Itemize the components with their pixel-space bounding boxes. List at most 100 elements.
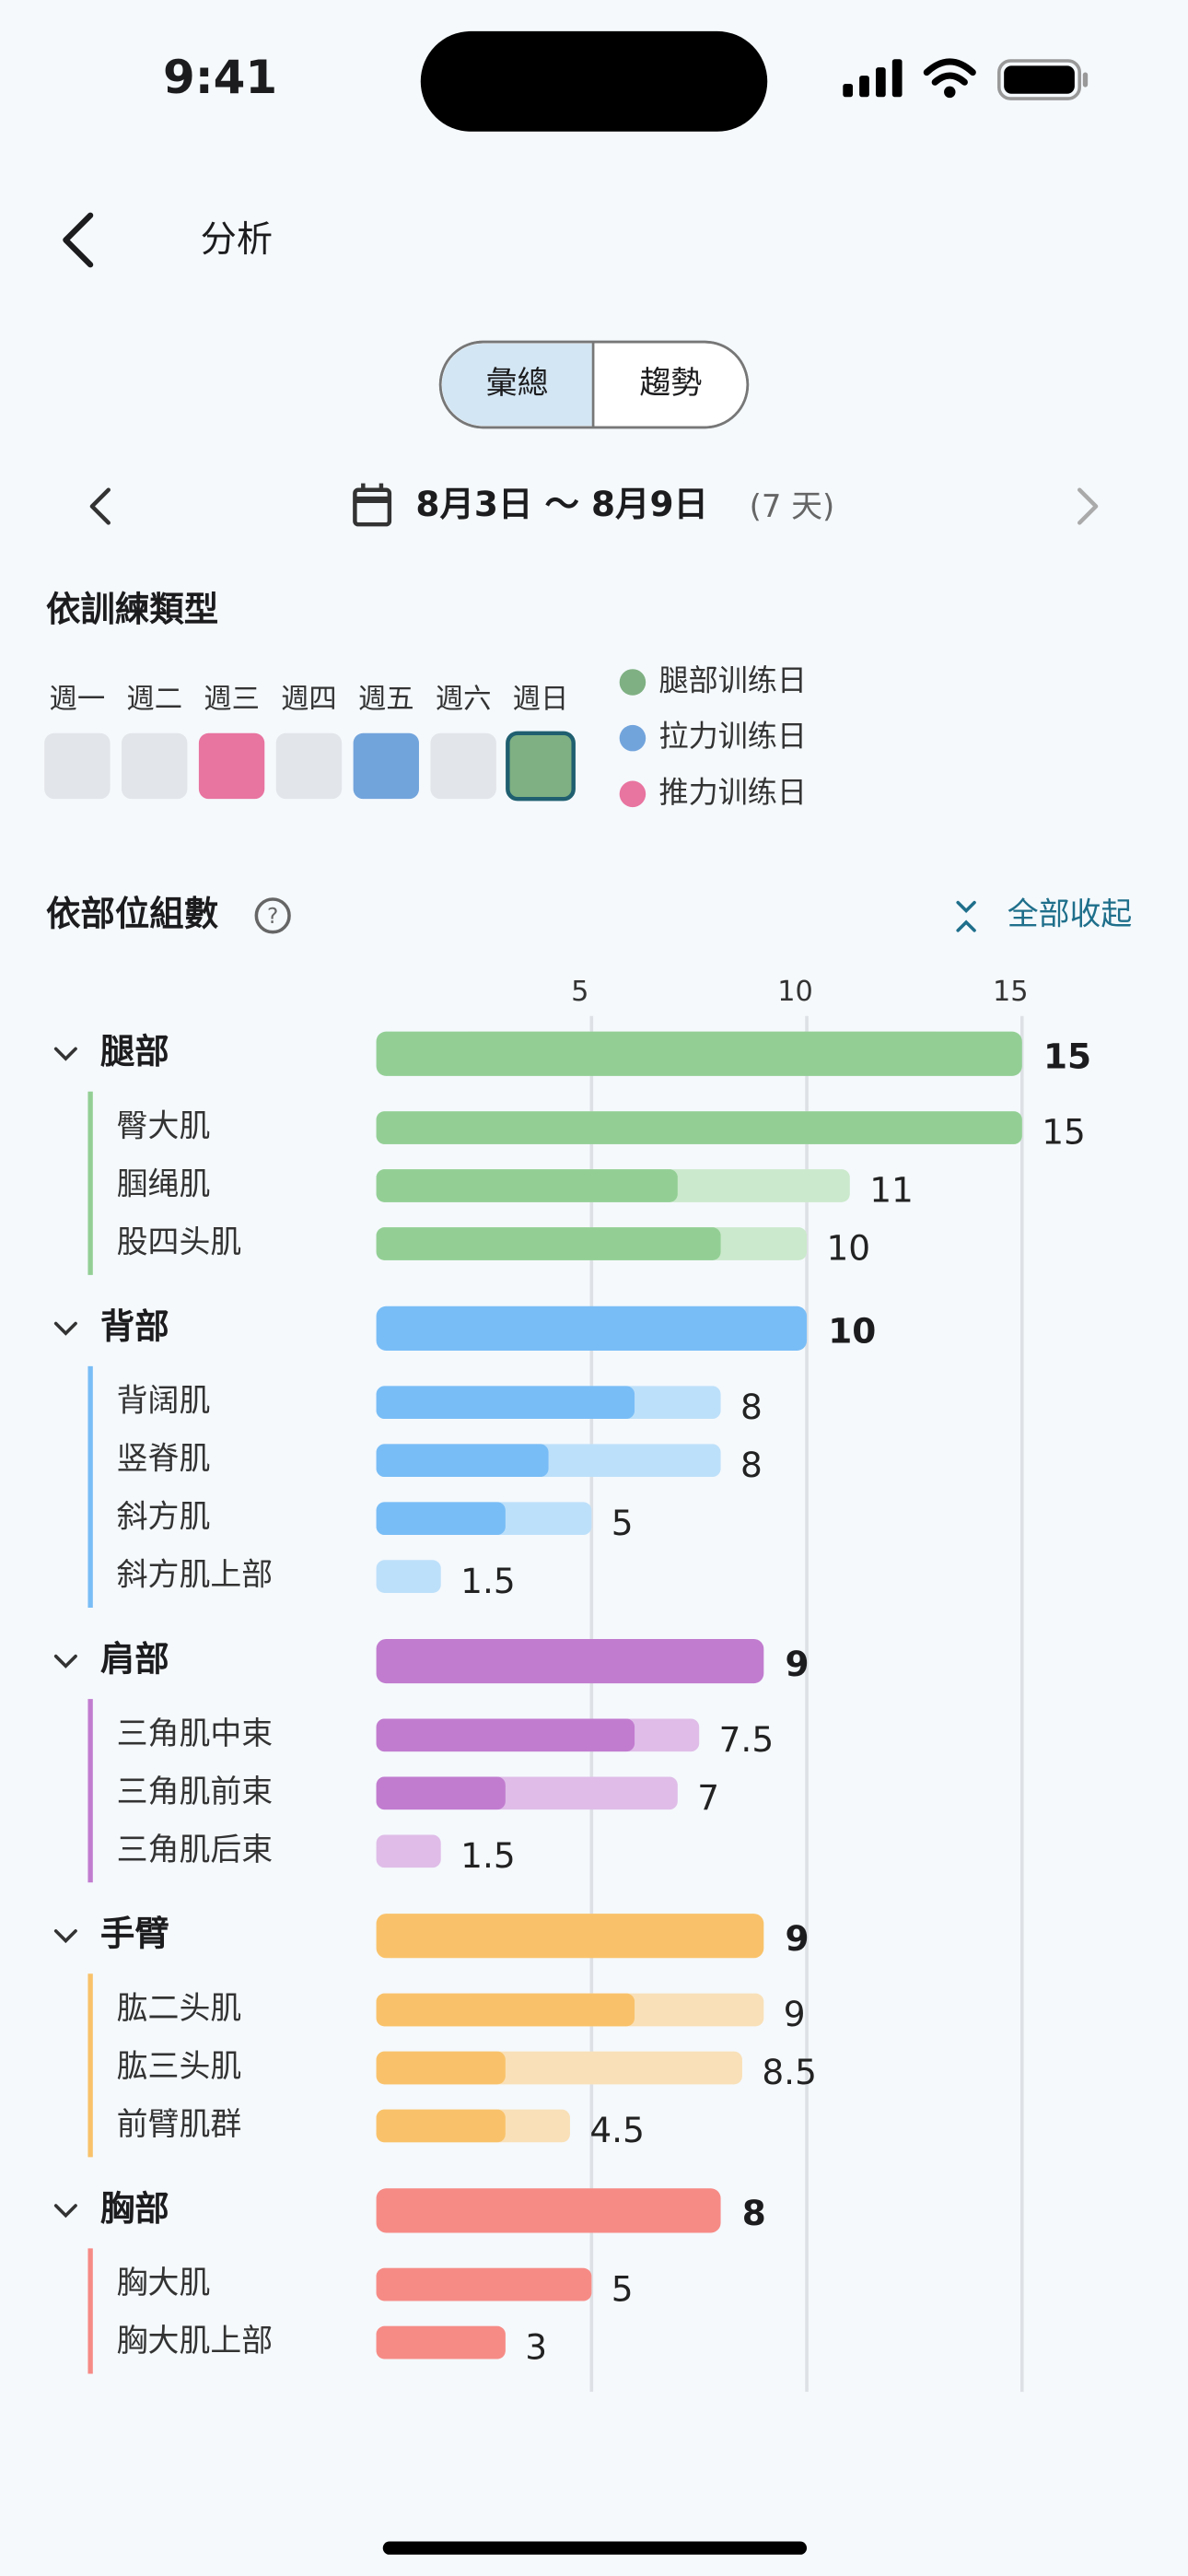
- weekday-tile[interactable]: [353, 732, 419, 800]
- muscle-value: 15: [1042, 1112, 1086, 1153]
- x-tick-label: 15: [993, 976, 1029, 1008]
- muscle-name: 三角肌前束: [117, 1774, 273, 1809]
- back-button[interactable]: [63, 212, 94, 268]
- legend-swatch: [619, 780, 646, 808]
- muscle-bar-direct: [376, 1993, 635, 2027]
- weekday-tile[interactable]: [506, 731, 576, 802]
- group-bar: [376, 1306, 808, 1351]
- home-indicator: [382, 2541, 808, 2555]
- muscle-value: 8: [740, 1387, 763, 1427]
- day-count: (7 天): [750, 488, 835, 524]
- muscle-name: 前臂肌群: [117, 2106, 242, 2142]
- muscle-value: 9: [784, 1994, 806, 2034]
- group-total: 9: [786, 1918, 809, 1959]
- muscle-bar-direct: [376, 2325, 506, 2359]
- group-name[interactable]: 腿部: [100, 1031, 169, 1071]
- group-name[interactable]: 背部: [100, 1306, 169, 1346]
- muscle-value: 5: [611, 1503, 634, 1543]
- legend-swatch: [619, 669, 646, 696]
- muscle-value: 8.5: [762, 2052, 817, 2092]
- x-tick-label: 10: [777, 976, 813, 1008]
- weekday-label: 週五: [358, 684, 414, 716]
- weekday-label: 週三: [204, 684, 260, 716]
- weekday-tile[interactable]: [44, 732, 111, 800]
- collapse-all[interactable]: 全部收起: [1007, 896, 1133, 931]
- section-title: 依訓練類型: [46, 589, 218, 629]
- weekday-label: 週二: [126, 684, 182, 716]
- wifi-dot: [944, 86, 956, 99]
- muscle-bar-total: [376, 1834, 441, 1868]
- group-name[interactable]: 胸部: [100, 2188, 169, 2229]
- group-bar: [376, 2188, 721, 2233]
- muscle-value: 4.5: [589, 2110, 645, 2150]
- legend-label: 推力训练日: [658, 775, 807, 810]
- calendar-icon: [353, 483, 392, 527]
- muscle-name: 股四头肌: [117, 1224, 242, 1260]
- group-name[interactable]: 手臂: [100, 1914, 169, 1954]
- muscle-name: 肱二头肌: [117, 1990, 242, 2026]
- group-name[interactable]: 肩部: [100, 1639, 169, 1680]
- page-title: 分析: [201, 219, 273, 261]
- weekday-tile[interactable]: [198, 732, 265, 800]
- dynamic-island: [420, 30, 768, 132]
- next-week[interactable]: [1077, 487, 1099, 525]
- battery-level: [1004, 65, 1075, 94]
- muscle-name: 腘绳肌: [117, 1166, 211, 1202]
- group-chevron[interactable]: [53, 1929, 77, 1944]
- weekday-tile[interactable]: [122, 732, 188, 800]
- group-bar: [376, 1638, 764, 1684]
- segmented-control: 彙總 趨勢: [438, 340, 750, 429]
- muscle-value: 1.5: [460, 1835, 516, 1876]
- muscle-value: 7.5: [719, 1719, 775, 1760]
- wifi-icon: [923, 58, 976, 86]
- weekday-grid: 週一 週二 週三 週四 週五 週六 週日: [44, 684, 576, 802]
- muscle-bar-direct: [376, 1776, 506, 1810]
- muscle-value: 8: [740, 1445, 763, 1485]
- weekday-tile[interactable]: [275, 732, 343, 800]
- group-chevron[interactable]: [53, 1047, 77, 1061]
- collapse-icon: [956, 900, 976, 932]
- previous-week[interactable]: [89, 487, 111, 525]
- help-glyph: ?: [267, 904, 278, 929]
- group-chevron[interactable]: [53, 1654, 77, 1669]
- muscle-bar-direct: [376, 1718, 635, 1752]
- group-total: 10: [828, 1311, 876, 1352]
- date-range[interactable]: 8月3日 ～ 8月9日: [415, 484, 708, 524]
- group-chevron[interactable]: [53, 1321, 77, 1336]
- muscle-value: 1.5: [460, 1561, 516, 1601]
- muscle-value: 11: [869, 1170, 914, 1211]
- weekday-label: 週四: [281, 684, 337, 716]
- muscle-value: 5: [611, 2268, 634, 2309]
- status-time: 9:41: [163, 51, 277, 104]
- legend-swatch: [619, 724, 646, 752]
- group-chevron[interactable]: [53, 2204, 77, 2219]
- group-bar: [376, 1031, 1022, 1076]
- weekday-tile[interactable]: [430, 732, 496, 800]
- muscle-name: 斜方肌: [117, 1499, 211, 1535]
- help-icon[interactable]: [254, 897, 291, 934]
- tab-label[interactable]: 趨勢: [640, 365, 703, 401]
- group-total: 8: [742, 2193, 766, 2233]
- group-bar: [376, 1914, 764, 1959]
- weekday-label: 週日: [513, 684, 569, 716]
- muscle-value: 3: [525, 2326, 547, 2367]
- muscle-bar-direct: [376, 2051, 506, 2085]
- muscle-bar-direct: [376, 1386, 635, 1420]
- muscle-name: 三角肌中束: [117, 1715, 273, 1751]
- muscle-bar-direct: [376, 1444, 549, 1478]
- muscle-name: 臀大肌: [117, 1108, 211, 1144]
- tab-label[interactable]: 彙總: [486, 365, 549, 401]
- signal-icon: [843, 59, 903, 98]
- x-tick-label: 5: [571, 976, 588, 1008]
- legend-label: 拉力训练日: [658, 719, 807, 754]
- muscle-name: 斜方肌上部: [117, 1557, 273, 1593]
- muscle-name: 三角肌后束: [117, 1832, 273, 1868]
- battery-cap: [1082, 72, 1089, 88]
- muscle-bar-direct: [376, 2267, 592, 2301]
- muscle-name: 背阔肌: [117, 1383, 211, 1419]
- muscle-name: 胸大肌上部: [117, 2323, 273, 2359]
- muscle-bar-direct: [376, 1169, 678, 1202]
